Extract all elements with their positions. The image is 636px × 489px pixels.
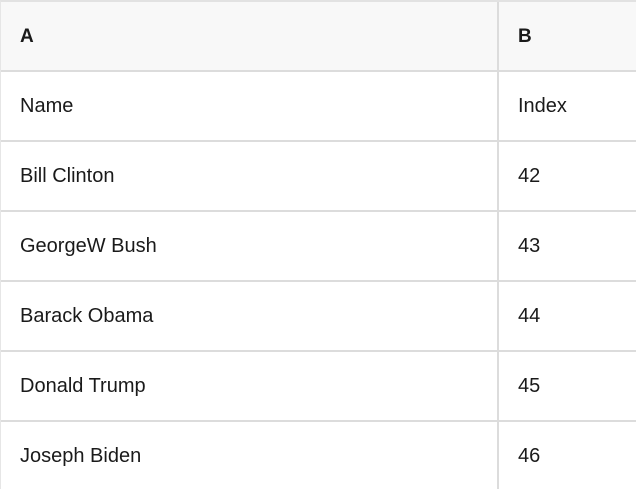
cell-b3-text: 43 xyxy=(518,235,541,257)
table-row: Bill Clinton 42 xyxy=(1,142,636,212)
cell-b3[interactable]: 43 xyxy=(499,212,636,280)
cell-b6[interactable]: 46 xyxy=(499,422,636,489)
table-row: Barack Obama 44 xyxy=(1,282,636,352)
cell-a2[interactable]: Bill Clinton xyxy=(1,142,499,210)
table-row: Joseph Biden 46 xyxy=(1,422,636,489)
cell-a6[interactable]: Joseph Biden xyxy=(1,422,499,489)
cell-b4[interactable]: 44 xyxy=(499,282,636,350)
cell-a4-text: Barack Obama xyxy=(20,305,154,327)
cell-a4[interactable]: Barack Obama xyxy=(1,282,499,350)
cell-a5[interactable]: Donald Trump xyxy=(1,352,499,420)
cell-b5-text: 45 xyxy=(518,375,541,397)
cell-b6-text: 46 xyxy=(518,445,541,467)
table-row: Name Index xyxy=(1,72,636,142)
column-header-a[interactable]: A xyxy=(1,2,499,70)
column-header-a-label: A xyxy=(20,25,34,47)
cell-a5-text: Donald Trump xyxy=(20,375,146,397)
column-header-row: A B xyxy=(1,2,636,72)
table-row: GeorgeW Bush 43 xyxy=(1,212,636,282)
table-row: Donald Trump 45 xyxy=(1,352,636,422)
cell-b1[interactable]: Index xyxy=(499,72,636,140)
cell-b1-text: Index xyxy=(518,95,567,117)
cell-a1-text: Name xyxy=(20,95,74,117)
cell-a1[interactable]: Name xyxy=(1,72,499,140)
cell-a6-text: Joseph Biden xyxy=(20,445,142,467)
cell-a2-text: Bill Clinton xyxy=(20,165,115,187)
cell-b2-text: 42 xyxy=(518,165,541,187)
cell-b5[interactable]: 45 xyxy=(499,352,636,420)
cell-b2[interactable]: 42 xyxy=(499,142,636,210)
cell-b4-text: 44 xyxy=(518,305,541,327)
column-header-b-label: B xyxy=(518,25,532,47)
column-header-b[interactable]: B xyxy=(499,2,636,70)
cell-a3-text: GeorgeW Bush xyxy=(20,235,157,257)
cell-a3[interactable]: GeorgeW Bush xyxy=(1,212,499,280)
